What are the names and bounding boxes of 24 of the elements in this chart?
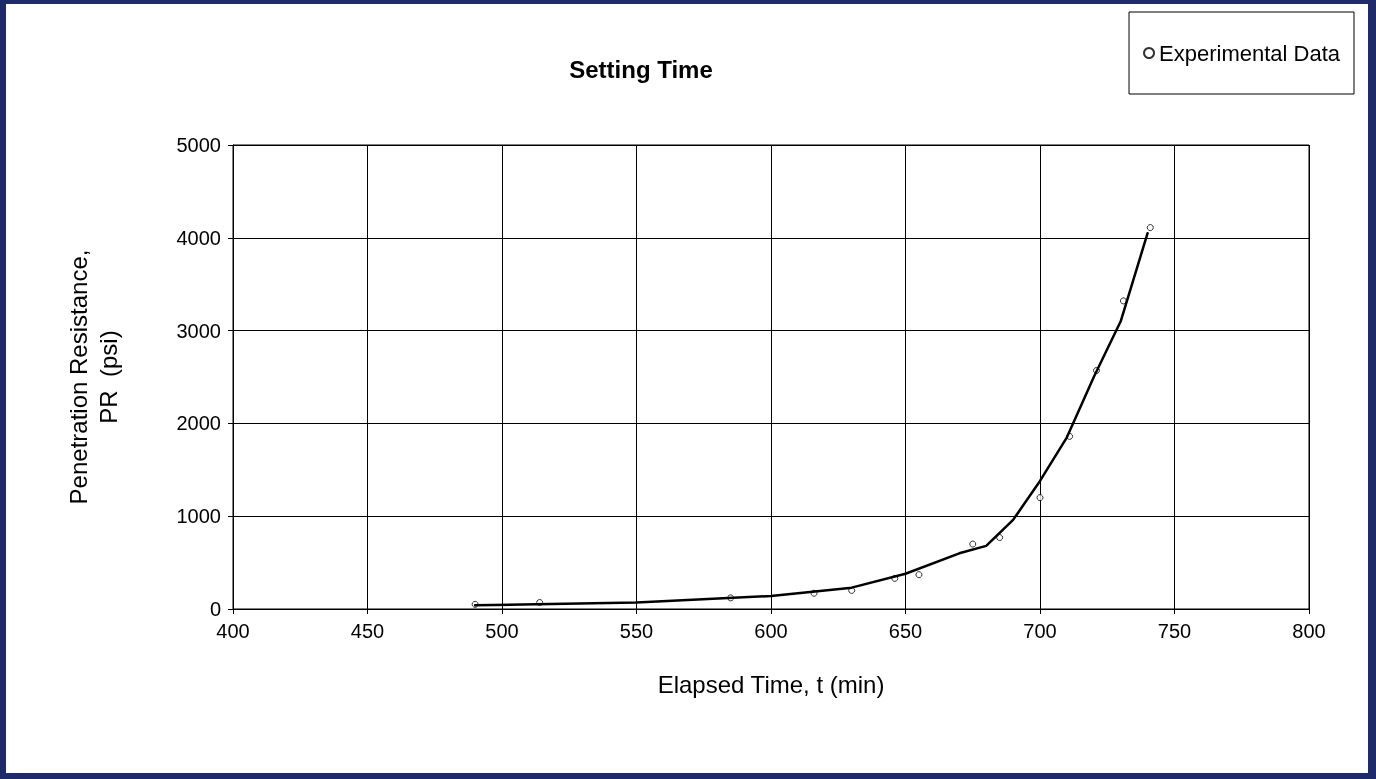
y-tick-label: 1000 <box>176 505 221 528</box>
x-tick-label: 400 <box>216 620 250 642</box>
x-axis-title: Elapsed Time, t (min) <box>657 670 885 698</box>
y-axis-title: Penetration Resistance, PR (psi) <box>64 249 122 505</box>
y-tick-label: 3000 <box>176 319 221 342</box>
x-tick-label: 550 <box>619 620 654 642</box>
x-tick-label: 600 <box>754 620 788 642</box>
point <box>1119 297 1127 305</box>
point <box>1036 494 1044 502</box>
x-tick-label: 450 <box>350 620 385 642</box>
y-tick-label: 4000 <box>176 226 221 249</box>
y-tick-label: 5000 <box>176 134 221 156</box>
x-tick-label: 500 <box>485 620 519 642</box>
point <box>969 540 977 548</box>
legend-label: Experimental Data <box>1159 40 1341 66</box>
x-tick-label: 750 <box>1157 620 1192 642</box>
y-tick-label: 2000 <box>176 412 221 435</box>
x-tick-label: 650 <box>888 620 923 642</box>
point <box>1146 224 1154 232</box>
x-tick-label: 800 <box>1292 620 1326 642</box>
point <box>915 571 923 579</box>
y-tick-label: 0 <box>209 598 221 620</box>
x-tick-label: 700 <box>1023 620 1057 642</box>
chart-title: Setting Time <box>569 55 713 83</box>
